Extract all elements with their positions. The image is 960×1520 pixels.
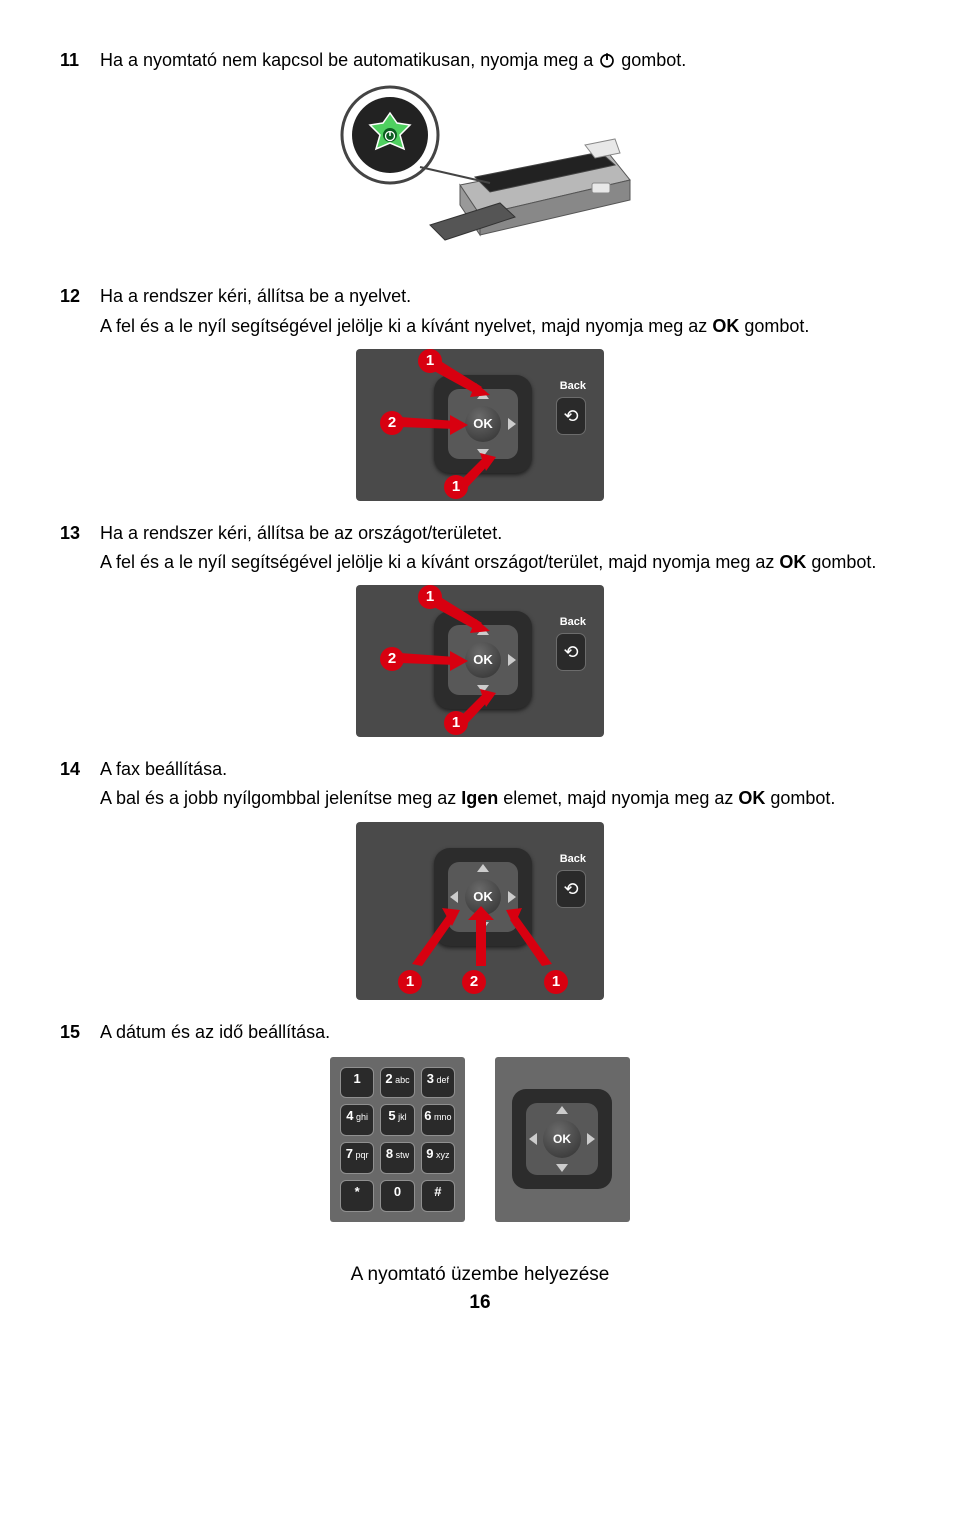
- arrow-right-icon: [508, 418, 516, 430]
- sub-b: gombot.: [739, 316, 809, 336]
- keypad-key: *: [340, 1180, 374, 1212]
- sub-a: A fel és a le nyíl segítségével jelölje …: [100, 316, 712, 336]
- back-label: Back: [560, 852, 586, 867]
- step-12-sub: A fel és a le nyíl segítségével jelölje …: [100, 314, 900, 339]
- marker-1: 1: [418, 585, 442, 609]
- step-number: 14: [60, 757, 88, 782]
- step-number: 13: [60, 521, 88, 546]
- back-label: Back: [560, 615, 586, 630]
- marker-1: 1: [418, 349, 442, 373]
- keypad-key: 2 abc: [380, 1067, 414, 1099]
- text-a: Ha a nyomtató nem kapcsol be automatikus…: [100, 50, 598, 70]
- keypad-key: 8 stw: [380, 1142, 414, 1174]
- marker-1: 1: [444, 711, 468, 735]
- numeric-keypad: 12 abc3 def 4 ghi5 jkl6 mno 7 pqr8 stw9 xy…: [330, 1057, 465, 1222]
- keypad-row: 12 abc3 def 4 ghi5 jkl6 mno 7 pqr8 stw9 xy…: [60, 1057, 900, 1222]
- ok-button-icon: OK: [543, 1120, 581, 1158]
- ok-panel-step12: OK Back ⟲ 1 2 1: [356, 349, 604, 501]
- arrow-right-icon: [508, 891, 516, 903]
- arrow-left-icon: [450, 891, 458, 903]
- keypad-key: 1: [340, 1067, 374, 1099]
- sub-a: A bal és a jobb nyílgombbal jelenítse me…: [100, 788, 461, 808]
- keypad-key: 9 xyz: [421, 1142, 455, 1174]
- arrow-up-icon: [556, 1106, 568, 1114]
- sub-b: gombot.: [765, 788, 835, 808]
- back-button-icon: ⟲: [556, 870, 586, 908]
- keypad-key: #: [421, 1180, 455, 1212]
- keypad-key: 0: [380, 1180, 414, 1212]
- keypad-key: 6 mno: [421, 1104, 455, 1136]
- sub-bold: OK: [779, 552, 806, 572]
- ok-button-icon: OK: [465, 406, 501, 442]
- dpad-panel: OK: [495, 1057, 630, 1222]
- arrow-down-icon: [556, 1164, 568, 1172]
- keypad-key: 4 ghi: [340, 1104, 374, 1136]
- sub-bold: OK: [712, 316, 739, 336]
- marker-1: 1: [444, 475, 468, 499]
- marker-2: 2: [380, 647, 404, 671]
- power-icon: [598, 51, 616, 69]
- ok-button-icon: OK: [465, 642, 501, 678]
- keypad-key: 5 jkl: [380, 1104, 414, 1136]
- step-12: 12 Ha a rendszer kéri, állítsa be a nyel…: [60, 284, 900, 309]
- step-text: Ha a rendszer kéri, állítsa be az ország…: [100, 521, 900, 546]
- step-13: 13 Ha a rendszer kéri, állítsa be az ors…: [60, 521, 900, 546]
- sub-mid: elemet, majd nyomja meg az: [498, 788, 738, 808]
- sub-bold2: OK: [738, 788, 765, 808]
- ok-panel-step13: OK Back ⟲ 1 2 1: [356, 585, 604, 737]
- step-text: Ha a nyomtató nem kapcsol be automatikus…: [100, 48, 900, 73]
- step-text: Ha a rendszer kéri, állítsa be a nyelvet…: [100, 284, 900, 309]
- step-13-sub: A fel és a le nyíl segítségével jelölje …: [100, 550, 900, 575]
- step-text: A dátum és az idő beállítása.: [100, 1020, 900, 1045]
- marker-1: 1: [398, 970, 422, 994]
- step-14: 14 A fax beállítása.: [60, 757, 900, 782]
- arrow-left-icon: [529, 1133, 537, 1145]
- step-text: A fax beállítása.: [100, 757, 900, 782]
- step-number: 12: [60, 284, 88, 309]
- back-label: Back: [560, 379, 586, 394]
- marker-1: 1: [544, 970, 568, 994]
- arrow-right-icon: [508, 654, 516, 666]
- text-b: gombot.: [616, 50, 686, 70]
- sub-a: A fel és a le nyíl segítségével jelölje …: [100, 552, 779, 572]
- keypad-key: 3 def: [421, 1067, 455, 1099]
- step-number: 11: [60, 48, 88, 73]
- page-number: 16: [60, 1290, 900, 1317]
- back-button-icon: ⟲: [556, 397, 586, 435]
- sub-b: gombot.: [806, 552, 876, 572]
- step-15: 15 A dátum és az idő beállítása.: [60, 1020, 900, 1045]
- ok-panel-step14: OK Back ⟲ 1 2 1: [356, 822, 604, 1000]
- step-14-sub: A bal és a jobb nyílgombbal jelenítse me…: [100, 786, 900, 811]
- footer-title: A nyomtató üzembe helyezése: [60, 1262, 900, 1289]
- printer-illustration: [60, 85, 900, 262]
- marker-2: 2: [462, 970, 486, 994]
- step-11: 11 Ha a nyomtató nem kapcsol be automati…: [60, 48, 900, 73]
- sub-bold1: Igen: [461, 788, 498, 808]
- arrow-right-icon: [587, 1133, 595, 1145]
- marker-2: 2: [380, 411, 404, 435]
- step-number: 15: [60, 1020, 88, 1045]
- keypad-key: 7 pqr: [340, 1142, 374, 1174]
- arrow-up-icon: [477, 864, 489, 872]
- back-button-icon: ⟲: [556, 633, 586, 671]
